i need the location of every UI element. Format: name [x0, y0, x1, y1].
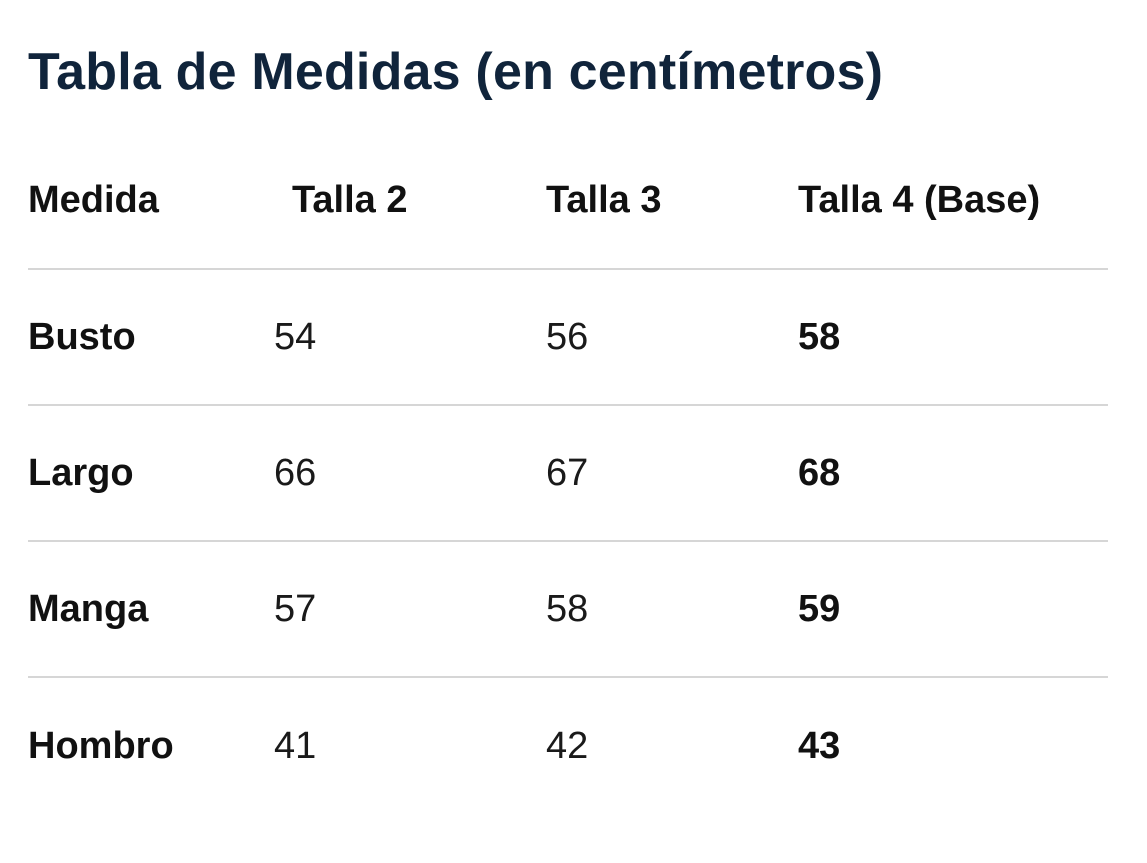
row-label: Hombro — [28, 724, 174, 767]
value-talla-2: 54 — [274, 315, 317, 358]
row-label: Manga — [28, 587, 149, 630]
table-row-manga: Manga 57 58 59 — [28, 542, 1108, 678]
column-header-talla-4-base: Talla 4 (Base) — [798, 178, 1041, 221]
row-label: Busto — [28, 315, 136, 358]
column-header-talla-2: Talla 2 — [292, 178, 408, 221]
row-label: Largo — [28, 451, 134, 494]
value-talla-2: 41 — [274, 724, 317, 767]
table-row-largo: Largo 66 67 68 — [28, 406, 1108, 542]
value-talla-2: 57 — [274, 587, 317, 630]
column-header-talla-3: Talla 3 — [546, 178, 662, 221]
value-talla-2: 66 — [274, 451, 317, 494]
measurements-table: Medida Talla 2 Talla 3 Talla 4 (Base) Bu… — [28, 132, 1108, 814]
value-talla-3: 67 — [546, 451, 589, 494]
column-header-medida: Medida — [28, 178, 159, 221]
value-talla-4-base: 43 — [798, 724, 841, 767]
table-header-row: Medida Talla 2 Talla 3 Talla 4 (Base) — [28, 132, 1108, 270]
value-talla-4-base: 58 — [798, 315, 841, 358]
value-talla-3: 58 — [546, 587, 589, 630]
table-row-busto: Busto 54 56 58 — [28, 270, 1108, 406]
value-talla-3: 42 — [546, 724, 589, 767]
table-row-hombro: Hombro 41 42 43 — [28, 678, 1108, 814]
value-talla-3: 56 — [546, 315, 589, 358]
value-talla-4-base: 68 — [798, 451, 841, 494]
page-title: Tabla de Medidas (en centímetros) — [28, 43, 884, 101]
value-talla-4-base: 59 — [798, 587, 841, 630]
